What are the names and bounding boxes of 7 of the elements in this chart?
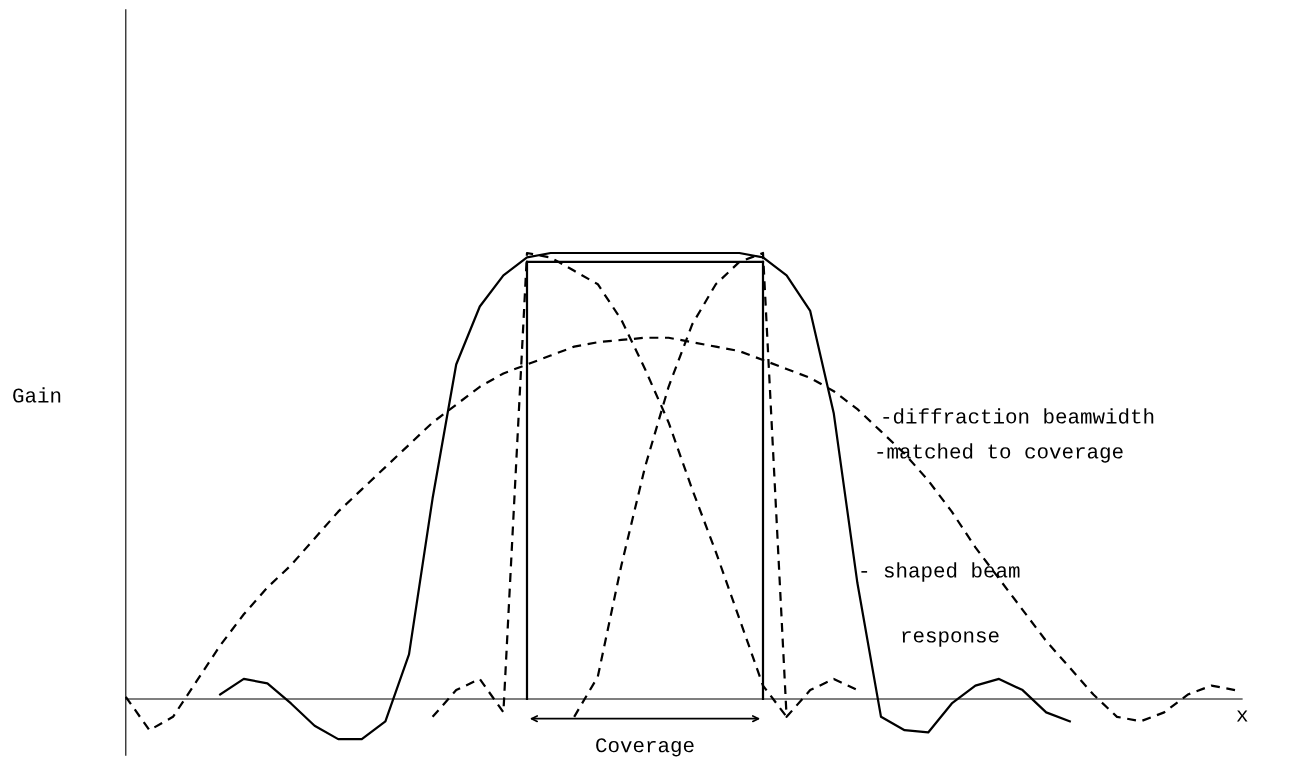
x-axis-title: x [1236, 710, 1248, 722]
y-axis-title: Gain [13, 387, 61, 403]
annotation: -matched to coverage [877, 443, 1123, 463]
annotation: -diffraction beamwidth [883, 408, 1154, 424]
annotation: - shaped beam [861, 562, 1020, 582]
annotation: Coverage [596, 738, 694, 757]
annotation: response [902, 631, 999, 647]
